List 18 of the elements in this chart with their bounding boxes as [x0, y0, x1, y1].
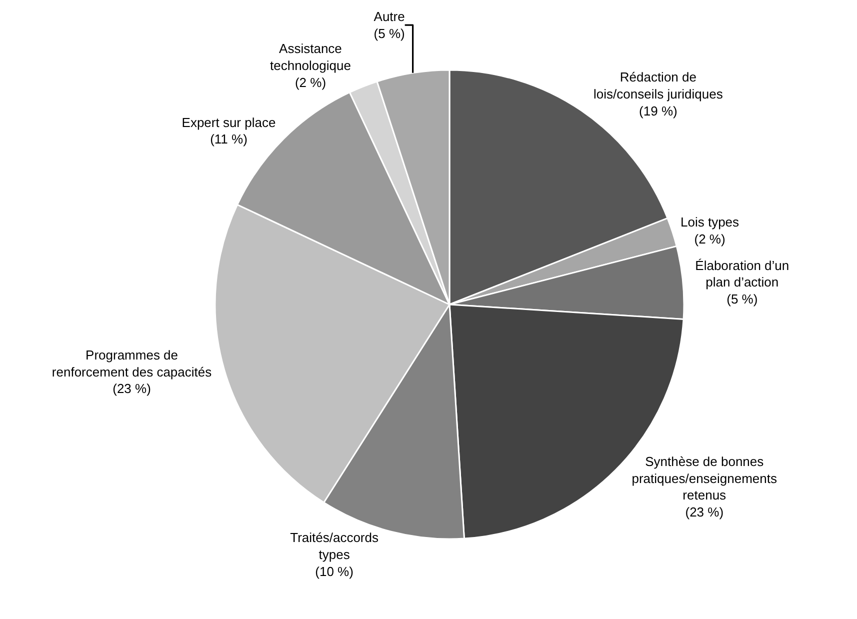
slice-label: Autre: [374, 9, 405, 24]
data-label: (5 %): [726, 292, 758, 307]
data-label: (23 %): [112, 381, 151, 396]
data-label: (2 %): [694, 231, 726, 246]
data-label: (10 %): [315, 564, 354, 579]
slice-label: Traités/accords types: [290, 530, 379, 562]
data-label: (11 %): [210, 132, 248, 147]
data-label: (23 %): [685, 504, 724, 520]
slice-label: Synthèse de bonnes pratiques/enseignements retenus: [632, 454, 778, 503]
slice-label: Rédaction de lois/conseils juridiques: [594, 69, 724, 102]
data-label: (19 %): [639, 103, 678, 118]
slice-label: Assistance technologique: [270, 40, 351, 73]
slice-label: Élaboration d’un plan d’action: [695, 258, 790, 290]
slice-label: Lois types: [680, 214, 740, 230]
data-label: (2 %): [294, 74, 326, 90]
slice-label: Expert sur place: [182, 114, 276, 130]
data-label: (5 %): [374, 26, 405, 41]
slice-label: Programmes de renforcement des capacités: [52, 347, 212, 380]
